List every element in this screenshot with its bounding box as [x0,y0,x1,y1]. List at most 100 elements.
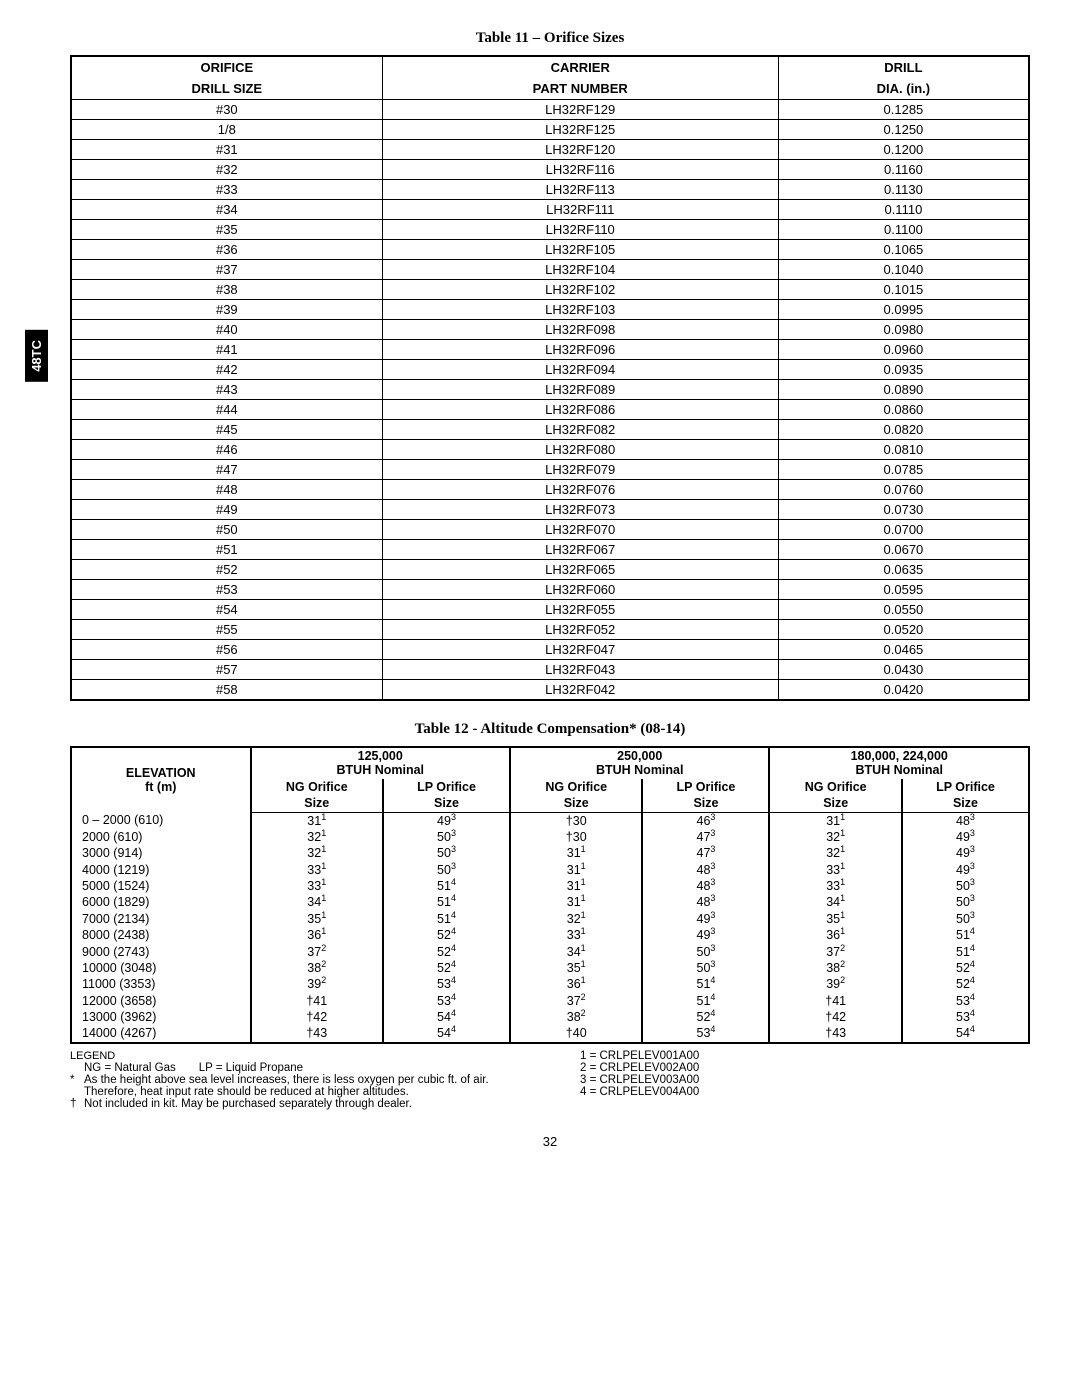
table-11-title: Table 11 – Orifice Sizes [70,30,1030,47]
table-cell: 514 [642,993,769,1009]
table-cell: #39 [71,300,382,320]
table-cell: LH32RF110 [382,220,778,240]
table-cell: †43 [251,1025,384,1042]
table-cell: 392 [251,976,384,992]
table-cell: 514 [902,944,1029,960]
side-tab: 48TC [25,330,48,382]
table-row: #36LH32RF1050.1065 [71,240,1029,260]
elevation-cell: 3000 (914) [71,845,251,861]
table-cell: LH32RF080 [382,440,778,460]
table-cell: 0.0420 [778,680,1029,701]
table-cell: †42 [769,1009,902,1025]
table-cell: 321 [769,829,902,845]
table-cell: 503 [902,911,1029,927]
elevation-cell: 8000 (2438) [71,927,251,943]
th-drill-2: DIA. (in.) [778,78,1029,100]
table-cell: 534 [902,993,1029,1009]
table-cell: #52 [71,560,382,580]
table-cell: 0.0860 [778,400,1029,420]
table-cell: #47 [71,460,382,480]
table-cell: 524 [383,960,510,976]
table-cell: LH32RF105 [382,240,778,260]
table-cell: †42 [251,1009,384,1025]
table-cell: 0.0635 [778,560,1029,580]
table-cell: 514 [383,878,510,894]
legend-bullet: * [70,1074,84,1086]
table-cell: 524 [383,944,510,960]
table-cell: #36 [71,240,382,260]
table-cell: #41 [71,340,382,360]
legend-title: LEGEND [70,1050,520,1062]
table-cell: 0.1250 [778,120,1029,140]
table-cell: 544 [902,1025,1029,1042]
table-cell: 311 [510,862,643,878]
table-cell: 493 [902,845,1029,861]
table-cell: 0.0890 [778,380,1029,400]
table-cell: 372 [769,944,902,960]
table-cell: †30 [510,812,643,829]
table-cell: 534 [902,1009,1029,1025]
gh0-1: 125,000 [358,749,403,763]
table-cell: LH32RF096 [382,340,778,360]
elevation-cell: 12000 (3658) [71,993,251,1009]
th-elevation-1: ELEVATION [126,766,196,780]
table-row: 6000 (1829)341514311483341503 [71,894,1029,910]
legend-text: Not included in kit. May be purchased se… [84,1098,412,1110]
th-carrier-2: PART NUMBER [382,78,778,100]
table-cell: LH32RF098 [382,320,778,340]
table-cell: 0.0960 [778,340,1029,360]
legend-bullet: † [70,1098,84,1110]
table-cell: †40 [510,1025,643,1042]
table-cell: 493 [383,812,510,829]
sh-ng1b: Size [251,795,384,812]
table-cell: 0.1160 [778,160,1029,180]
legend: LEGEND NG = Natural Gas LP = Liquid Prop… [70,1050,1030,1110]
table-cell: 503 [383,829,510,845]
table-row: #46LH32RF0800.0810 [71,440,1029,460]
table-cell: 361 [769,927,902,943]
sh-lp1: LP Orifice [383,779,510,795]
table-cell: #32 [71,160,382,180]
table-cell: 503 [383,845,510,861]
table-cell: 331 [769,862,902,878]
table-cell: 331 [251,878,384,894]
table-cell: #31 [71,140,382,160]
elevation-cell: 9000 (2743) [71,944,251,960]
elevation-cell: 11000 (3353) [71,976,251,992]
table-cell: 493 [902,862,1029,878]
table-cell: #33 [71,180,382,200]
sh-lp3b: Size [902,795,1029,812]
table-cell: †30 [510,829,643,845]
table-cell: 0.0810 [778,440,1029,460]
elevation-cell: 5000 (1524) [71,878,251,894]
elevation-cell: 0 – 2000 (610) [71,812,251,829]
table-cell: 361 [251,927,384,943]
table-cell: #38 [71,280,382,300]
table-row: #42LH32RF0940.0935 [71,360,1029,380]
table-row: #39LH32RF1030.0995 [71,300,1029,320]
table-cell: 372 [251,944,384,960]
gh2-1: 180,000, 224,000 [851,749,948,763]
table-row: #30LH32RF1290.1285 [71,100,1029,120]
gh0-2: BTUH Nominal [337,763,425,777]
table-row: #43LH32RF0890.0890 [71,380,1029,400]
table-cell: 0.0785 [778,460,1029,480]
table-cell: 0.1285 [778,100,1029,120]
table-row: #38LH32RF1020.1015 [71,280,1029,300]
table-cell: 0.0995 [778,300,1029,320]
table-cell: #45 [71,420,382,440]
table-cell: 0.0980 [778,320,1029,340]
legend-line: 3 = CRLPELEV003A00 [580,1074,1030,1086]
table-cell: #46 [71,440,382,460]
table-row: #35LH32RF1100.1100 [71,220,1029,240]
table-cell: 503 [642,944,769,960]
table-cell: 524 [902,976,1029,992]
table-row: 7000 (2134)351514321493351503 [71,911,1029,927]
table-cell: 514 [383,911,510,927]
table-cell: 503 [902,878,1029,894]
table-cell: 351 [769,911,902,927]
table-cell: 493 [642,927,769,943]
table-row: 8000 (2438)361524331493361514 [71,927,1029,943]
table-cell: #34 [71,200,382,220]
th-orifice-1: ORIFICE [71,56,382,78]
